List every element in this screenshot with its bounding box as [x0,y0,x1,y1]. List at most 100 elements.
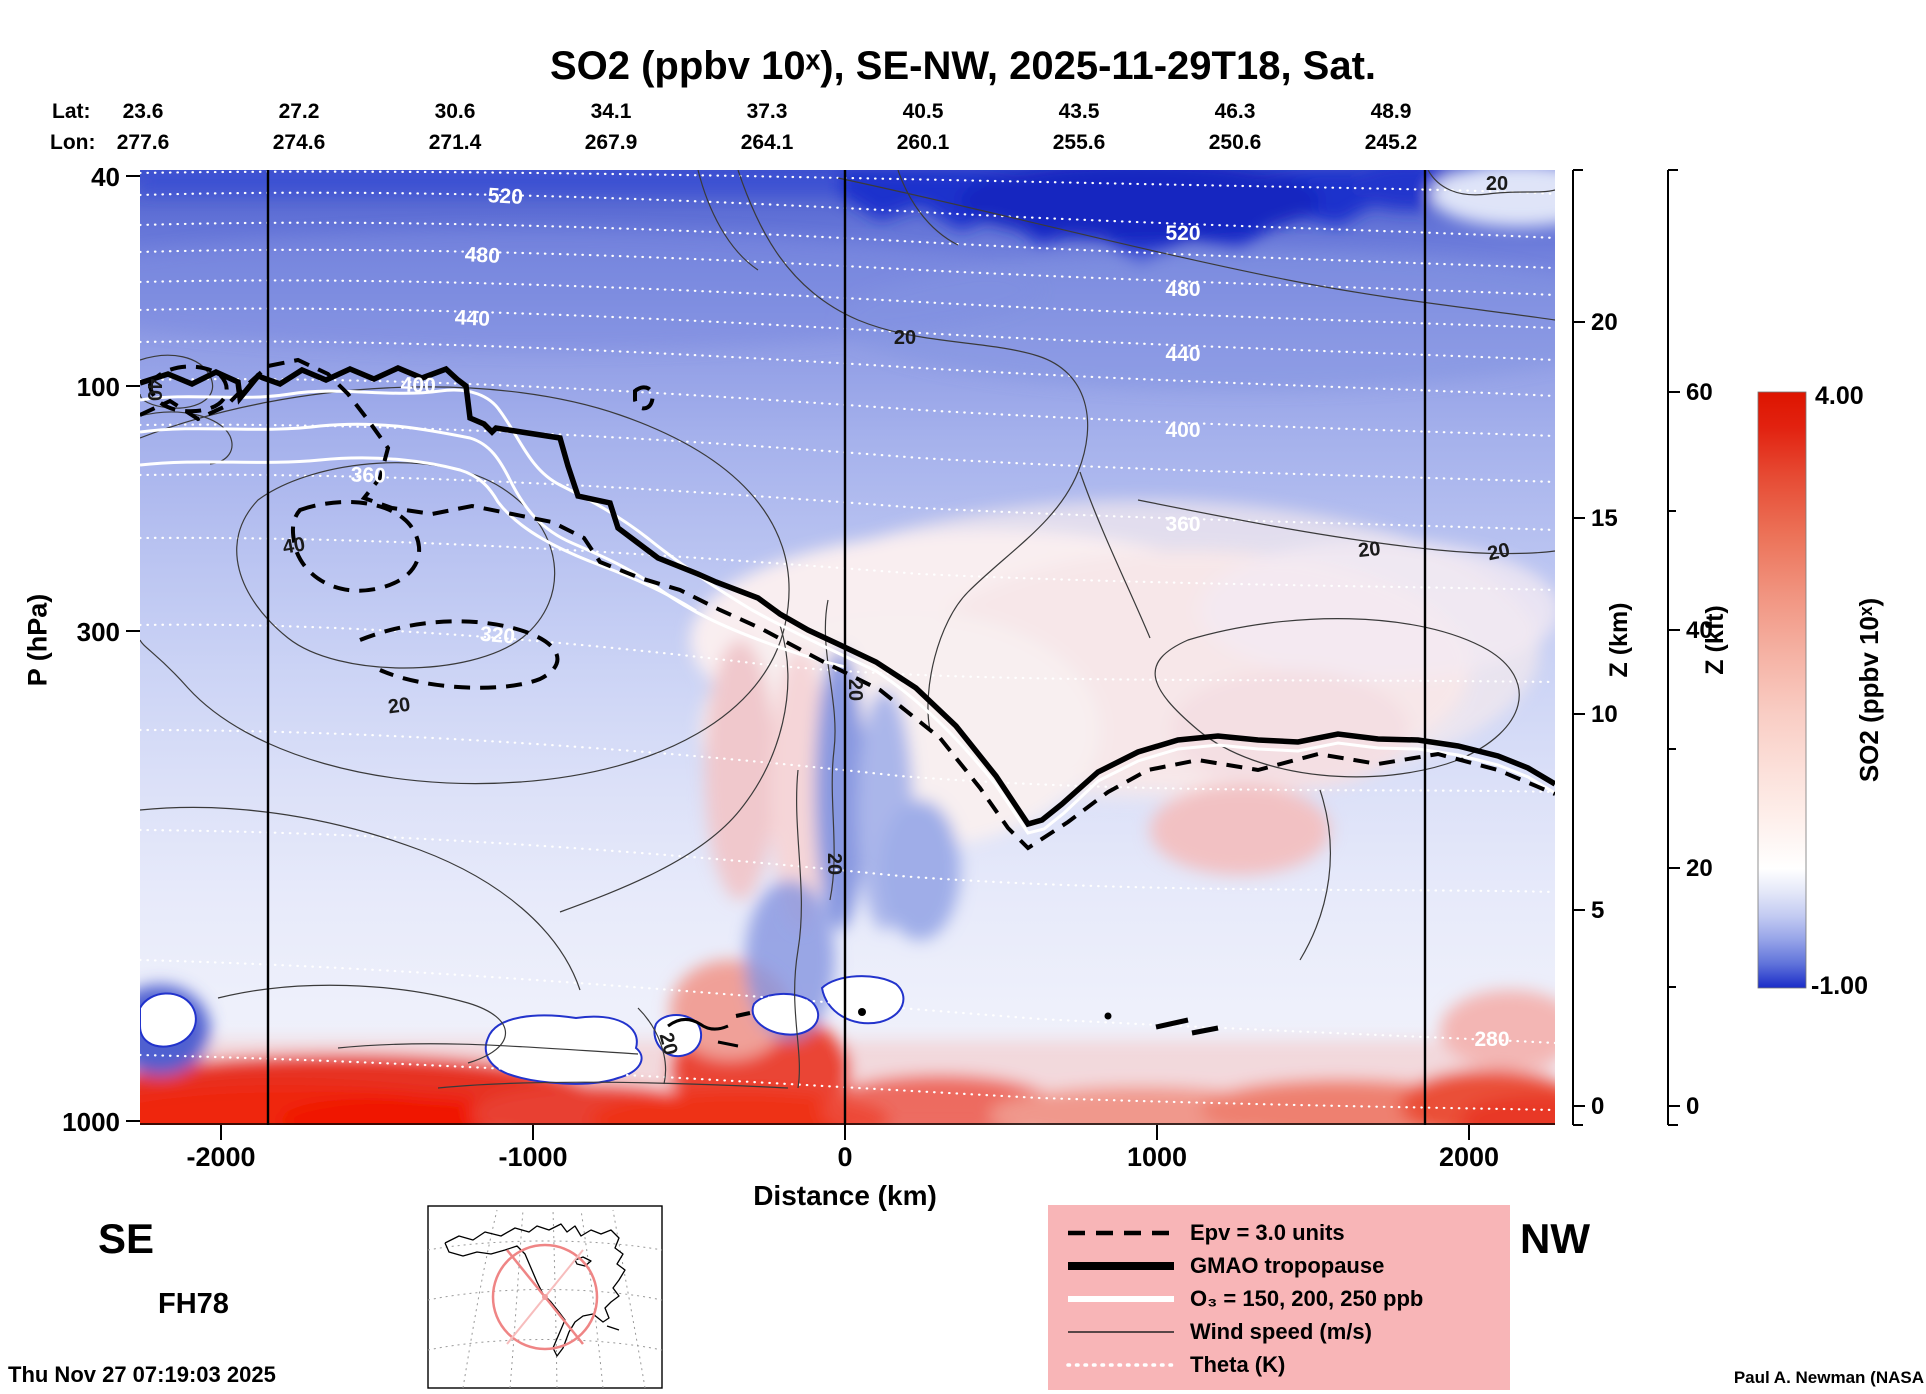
p-axis-tick [126,1120,140,1122]
epv-contour [140,357,1555,851]
colorbar-label: SO2 (ppbv 10ˣ) [1854,598,1884,782]
zkm-tick: 20 [1591,309,1618,336]
zkm-tick: 10 [1591,701,1618,728]
p-tick-1000: 1000 [62,1107,120,1137]
zkm-tick: 15 [1591,505,1618,532]
endpoint-nw: NW [1520,1215,1590,1262]
page-title: SO2 (ppbv 10ˣ), SE-NW, 2025-11-29T18, Sa… [549,44,1377,88]
section-track [491,1243,599,1351]
legend-item-tropopause: GMAO tropopause [1066,1250,1510,1281]
lat-value: 37.3 [746,100,788,123]
svg-text:320: 320 [479,623,516,649]
lat-value: 30.6 [434,100,476,123]
lon-value: 264.1 [740,131,794,154]
svg-text:520: 520 [487,184,523,209]
so2-field-blobs [140,170,1555,1125]
x-axis-tick [1156,1125,1158,1140]
p-tick-300: 300 [76,617,120,647]
lon-value: 260.1 [896,131,950,154]
colorbar: 4.00 -1.00 SO2 (ppbv 10ˣ) [1757,382,1884,1000]
x-tick-label: -2000 [186,1142,256,1172]
legend: Epv = 3.0 units GMAO tropopause O₃ = 150… [1048,1205,1510,1390]
zkft-axis-label: Z (kft) [1701,605,1729,674]
lon-value: 274.6 [272,131,326,154]
p-tick-40: 40 [91,162,120,192]
svg-text:20: 20 [387,694,412,719]
svg-text:440: 440 [1165,343,1200,366]
x-axis-tick [220,1125,222,1140]
svg-text:360: 360 [350,463,386,487]
p-tick-100: 100 [76,372,120,402]
lat-value: 27.2 [278,100,320,123]
svg-text:360: 360 [1165,513,1200,536]
ozone-line-sample [1068,1295,1174,1302]
x-tick-label: 0 [837,1142,853,1172]
legend-label-tropopause: GMAO tropopause [1190,1252,1385,1278]
surface-marks [667,1008,1219,1048]
p-axis-tick [126,630,140,632]
x-axis-label: Distance (km) [753,1180,937,1211]
wind-speed-contours [140,170,1555,1089]
theta-contours [140,170,1555,1112]
lat-value: 43.5 [1058,100,1100,123]
x-tick-label: -1000 [498,1142,568,1172]
lon-value: 245.2 [1364,131,1418,154]
white-pockets [140,975,905,1085]
zkft-tick: 0 [1686,1093,1699,1120]
svg-text:20: 20 [823,853,845,875]
x-axis-tick [1468,1125,1470,1140]
zkft-tick: 60 [1686,379,1713,406]
legend-label-theta: Theta (K) [1190,1351,1286,1377]
altitude-rulers: 20 15 10 5 0 60 40 20 0 Z (km) Z (kft) [1572,169,1729,1126]
lat-value: 46.3 [1214,100,1256,123]
svg-text:40: 40 [143,379,165,401]
legend-item-wind: Wind speed (m/s) [1066,1316,1510,1347]
pressure-axis-label: P (hPa) [22,593,53,687]
legend-item-theta: Theta (K) [1066,1349,1510,1380]
legend-item-epv: Epv = 3.0 units [1066,1217,1510,1248]
zkm-tick: 5 [1591,897,1604,924]
svg-text:20: 20 [1486,539,1512,565]
colorbar-min: -1.00 [1811,972,1868,1000]
svg-text:480: 480 [464,243,500,268]
x-tick-label: 2000 [1438,1142,1500,1172]
zkm-tick: 0 [1591,1093,1604,1120]
legend-label-wind: Wind speed (m/s) [1190,1318,1372,1344]
lat-prefix: Lat: [52,100,91,123]
svg-text:400: 400 [400,373,436,397]
lon-prefix: Lon: [50,131,96,154]
lat-value: 40.5 [902,100,944,123]
lon-value: 271.4 [428,131,482,154]
svg-text:280: 280 [1474,1028,1509,1051]
lon-value: 267.9 [584,131,638,154]
map-coastline [444,1223,626,1357]
svg-text:20: 20 [894,327,916,349]
inset-map [427,1205,663,1389]
zkft-tick: 40 [1686,617,1713,644]
lat-value: 34.1 [590,100,632,123]
tropopause-line-sample [1068,1261,1174,1270]
lat-value: 48.9 [1370,100,1412,123]
svg-text:400: 400 [1165,419,1200,442]
svg-text:440: 440 [454,306,490,331]
p-axis-tick [126,385,140,387]
wind-line-sample [1068,1330,1174,1333]
theta-contour-labels: 520 480 440 400 360 320 520 480 440 400 … [350,184,1509,1051]
svg-text:20: 20 [1357,538,1381,562]
cross-section-plot: 520 480 440 400 360 320 520 480 440 400 … [140,170,1555,1125]
legend-label-ozone: O₃ = 150, 200, 250 ppb [1190,1285,1424,1311]
lon-value: 255.6 [1052,131,1106,154]
colorbar-gradient [1757,391,1807,989]
svg-text:20: 20 [1486,173,1508,195]
forecast-hour: FH78 [158,1288,229,1320]
x-tick-label: 1000 [1126,1142,1188,1172]
x-axis-tick [844,1125,846,1140]
timestamp: Thu Nov 27 07:19:03 2025 [8,1362,276,1387]
svg-text:40: 40 [281,533,307,559]
colorbar-max: 4.00 [1815,382,1864,410]
lon-value: 277.6 [116,131,170,154]
vertical-reference-lines [266,170,1427,1125]
svg-text:480: 480 [1165,278,1200,301]
endpoint-se: SE [98,1215,155,1262]
